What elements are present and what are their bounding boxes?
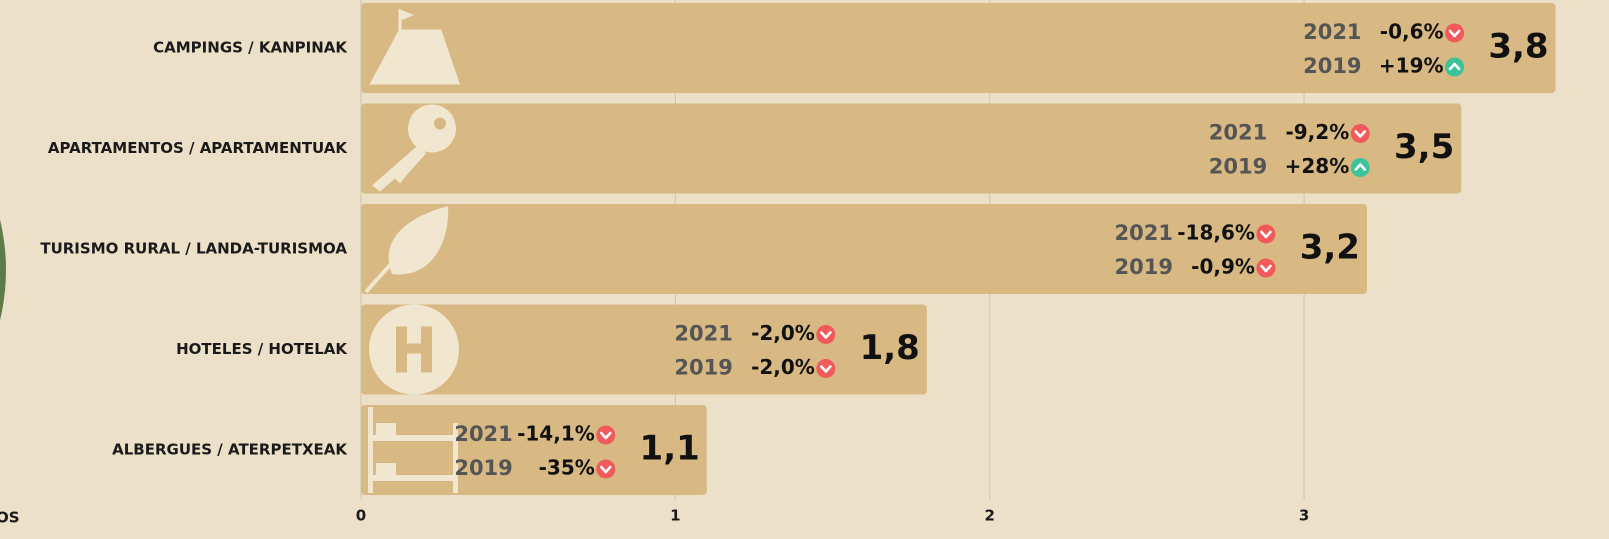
- value-label: 3,2: [1300, 228, 1360, 268]
- arrow-chevron: [1260, 264, 1272, 273]
- change-label: -2,0%: [751, 355, 815, 379]
- year-label: 2021: [1303, 20, 1361, 44]
- icon-key: [434, 117, 446, 130]
- change-label: +28%: [1285, 154, 1350, 178]
- change-arrow: [1445, 57, 1465, 77]
- change-arrow: [816, 325, 836, 344]
- category-label: ALBERGUES / ATERPETXEAK: [112, 441, 348, 459]
- year-label: 2019: [1303, 54, 1361, 78]
- change-arrow: [816, 359, 836, 378]
- change-label: -9,2%: [1285, 120, 1349, 144]
- year-label: 2019: [454, 456, 512, 480]
- change-label: -0,6%: [1380, 20, 1444, 44]
- bar: [361, 103, 1462, 194]
- icon-key: [372, 143, 426, 192]
- arrow-chevron: [1260, 230, 1272, 239]
- category-label: APARTAMENTOS / APARTAMENTUAK: [48, 139, 348, 157]
- bar: [361, 405, 707, 495]
- year-label: 2021: [454, 422, 512, 446]
- arrow-chevron: [1448, 62, 1461, 71]
- year-label: 2021: [674, 322, 732, 346]
- year-label: 2019: [1114, 255, 1172, 279]
- change-arrow: [1350, 158, 1370, 177]
- change-label: -18,6%: [1177, 221, 1255, 245]
- x-tick-label: 3: [1299, 507, 1309, 525]
- x-tick-label: 0: [356, 507, 366, 525]
- bar: [361, 204, 1367, 294]
- icon-leaf: [364, 217, 442, 294]
- change-label: +19%: [1379, 54, 1444, 78]
- icon-bunk: [368, 407, 458, 493]
- value-label: 1,8: [860, 328, 920, 368]
- arrow-chevron: [599, 465, 612, 474]
- change-label: -0,9%: [1191, 255, 1255, 279]
- value-label: 3,5: [1394, 127, 1454, 167]
- arrow-chevron: [820, 331, 832, 339]
- arrow-chevron: [1354, 163, 1367, 171]
- change-arrow: [1256, 224, 1276, 244]
- category-label: TURISMO RURAL / LANDA-TURISMOA: [40, 240, 347, 258]
- arrow-chevron: [1448, 29, 1461, 38]
- x-tick-label: 2: [984, 507, 994, 525]
- arrow-chevron: [820, 365, 832, 373]
- icon-hotel: [396, 326, 432, 373]
- category-label: HOTELES / HOTELAK: [176, 340, 348, 358]
- year-label: 2021: [1209, 121, 1267, 145]
- year-label: 2019: [1209, 155, 1267, 179]
- category-label: CAMPINGS / KANPINAK: [153, 39, 348, 57]
- bar: [361, 304, 927, 395]
- value-label: 1,1: [640, 429, 700, 469]
- change-arrow: [1350, 124, 1370, 143]
- value-label: 3,8: [1488, 27, 1548, 67]
- change-label: -2,0%: [751, 321, 815, 345]
- change-label: -14,1%: [517, 422, 595, 446]
- icon-key: [408, 104, 456, 153]
- change-arrow: [596, 425, 616, 445]
- x-tick-label: 1: [670, 507, 680, 525]
- change-arrow: [1256, 258, 1276, 278]
- bar: [361, 3, 1556, 93]
- decor-circle: [0, 219, 6, 321]
- arrow-chevron: [1354, 130, 1367, 138]
- year-label: 2019: [674, 356, 732, 380]
- change-arrow: [1445, 23, 1465, 43]
- icon-tent: [369, 8, 461, 85]
- footnote: OS: [0, 509, 20, 527]
- change-label: -35%: [539, 456, 595, 480]
- year-label: 2021: [1114, 221, 1172, 245]
- change-arrow: [596, 459, 616, 479]
- arrow-chevron: [599, 431, 612, 440]
